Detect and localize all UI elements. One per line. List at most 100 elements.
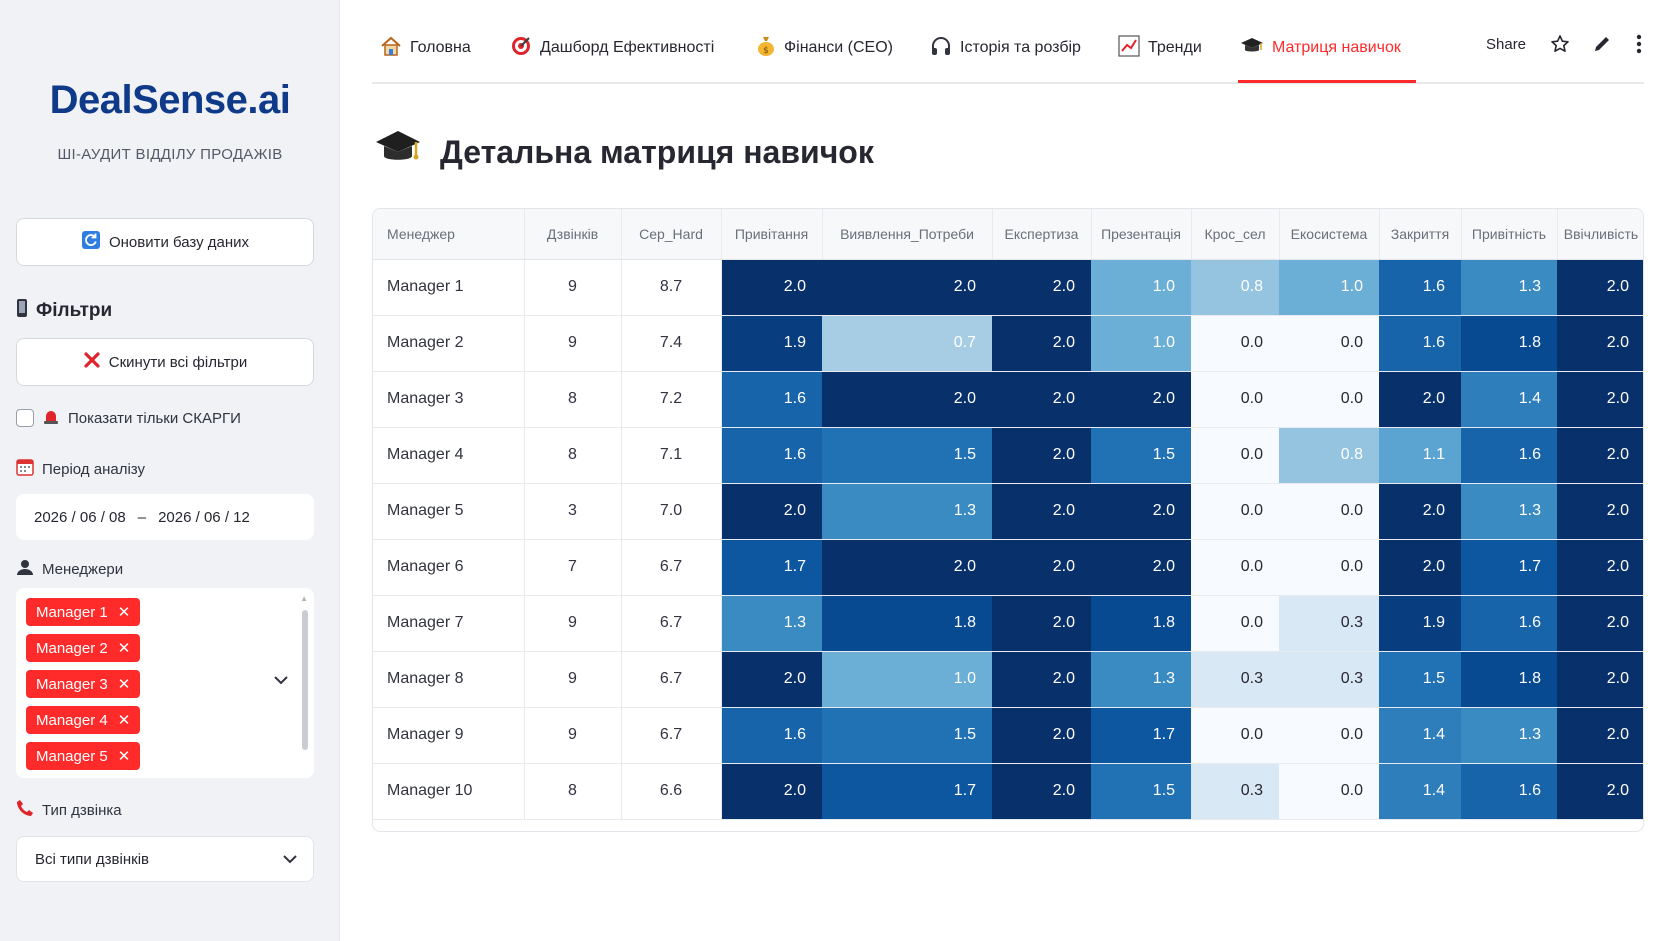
skill-score-cell: 1.5 <box>1091 763 1191 820</box>
table-row[interactable]: Manager 10 8 6.6 2.0 1.7 2.0 1.5 0.3 0.0 1.4 1.6 2.… <box>373 763 1643 820</box>
skill-score-cell: 0.0 <box>1191 707 1279 764</box>
table-header-row: Менеджер Дзвінків Сер_Hard Привітання Виявле… <box>373 209 1643 260</box>
siren-icon <box>42 408 60 428</box>
tab-skills-matrix[interactable]: Матриця навичок <box>1240 28 1401 68</box>
manager-name-cell: Manager 8 <box>373 651 525 708</box>
close-icon[interactable]: ✕ <box>117 640 131 657</box>
chevron-down-icon[interactable] <box>274 672 288 690</box>
tab-home[interactable]: Головна <box>380 28 471 68</box>
managers-multiselect[interactable]: Manager 1 ✕ Manager 2 ✕ Manager 3 ✕ Mana… <box>16 588 314 778</box>
column-header[interactable]: Екосистема <box>1279 209 1380 260</box>
skill-score-cell: 2.0 <box>721 651 822 708</box>
skill-score-cell: 1.7 <box>721 539 822 596</box>
metric-cell: 6.7 <box>621 595 722 652</box>
manager-tag[interactable]: Manager 2 ✕ <box>26 634 141 662</box>
table-row[interactable]: Manager 6 7 6.7 1.7 2.0 2.0 2.0 0.0 0.0 2.0 1.7 2.0 <box>373 539 1643 596</box>
manager-tag[interactable]: Manager 3 ✕ <box>26 670 141 698</box>
skill-score-cell: 1.8 <box>1461 651 1557 708</box>
skill-score-cell: 2.0 <box>1557 707 1643 764</box>
manager-tag[interactable]: Manager 1 ✕ <box>26 598 141 626</box>
column-header[interactable]: Менеджер <box>373 209 525 260</box>
filters-heading-text: Фільтри <box>36 300 113 321</box>
table-row[interactable]: Manager 8 9 6.7 2.0 1.0 2.0 1.3 0.3 0.3 1.5 1.8 2.0 <box>373 651 1643 708</box>
close-icon[interactable]: ✕ <box>117 604 131 621</box>
skill-score-cell: 1.7 <box>1091 707 1191 764</box>
complaints-only-checkbox-row[interactable]: Показати тільки СКАРГИ <box>16 408 241 428</box>
column-header[interactable]: Презентація <box>1091 209 1192 260</box>
skill-score-cell: 1.7 <box>1461 539 1557 596</box>
column-header[interactable]: Експертиза <box>992 209 1092 260</box>
column-header[interactable]: Привітність <box>1461 209 1558 260</box>
skill-score-cell: 0.0 <box>1279 763 1379 820</box>
refresh-database-label: Оновити базу даних <box>108 233 250 251</box>
manager-name-cell: Manager 10 <box>373 763 525 820</box>
date-from: 2026 / 06 / 08 <box>34 508 126 526</box>
column-header[interactable]: Крос_сел <box>1191 209 1280 260</box>
more-menu-icon[interactable] <box>1636 34 1642 59</box>
share-button[interactable]: Share <box>1486 36 1527 53</box>
metric-cell: 6.7 <box>621 707 722 764</box>
skill-score-cell: 1.7 <box>822 763 992 820</box>
manager-tag[interactable]: Manager 5 ✕ <box>26 742 141 770</box>
reset-filters-button[interactable]: Скинути всі фільтри <box>16 338 314 386</box>
column-header[interactable]: Дзвінків <box>524 209 622 260</box>
close-icon[interactable]: ✕ <box>117 676 131 693</box>
close-icon[interactable]: ✕ <box>117 712 131 729</box>
skill-score-cell: 2.0 <box>1557 651 1643 708</box>
tab-trends-label: Тренди <box>1148 39 1202 56</box>
tab-dashboard[interactable]: Дашборд Ефективності <box>510 28 714 68</box>
filters-heading: Фільтри <box>16 298 112 324</box>
call-type-label-row: Тип дзвінка <box>16 799 122 821</box>
tab-history[interactable]: Історія та розбір <box>930 28 1081 68</box>
column-header[interactable]: Сер_Hard <box>621 209 722 260</box>
skill-score-cell: 2.0 <box>1557 371 1643 428</box>
skill-score-cell: 1.8 <box>1461 315 1557 372</box>
table-row[interactable]: Manager 3 8 7.2 1.6 2.0 2.0 2.0 0.0 0.0 2.0 1.4 2.0 <box>373 371 1643 428</box>
manager-tag[interactable]: Manager 4 ✕ <box>26 706 141 734</box>
scroll-up-icon[interactable]: ▲ <box>300 594 308 603</box>
skill-score-cell: 2.0 <box>721 483 822 540</box>
metric-cell: 9 <box>524 707 622 764</box>
target-icon <box>510 35 532 62</box>
table-row[interactable]: Manager 5 3 7.0 2.0 1.3 2.0 2.0 0.0 0.0 2.0 1.3 2.0 <box>373 483 1643 540</box>
reset-filters-label: Скинути всі фільтри <box>108 353 248 371</box>
skill-score-cell: 1.0 <box>1091 259 1191 316</box>
metric-cell: 7 <box>524 539 622 596</box>
skill-score-cell: 0.0 <box>1279 539 1379 596</box>
skill-score-cell: 0.3 <box>1191 651 1279 708</box>
table-row[interactable]: Manager 2 9 7.4 1.9 0.7 2.0 1.0 0.0 0.0 1.6 1.8 2.0 <box>373 315 1643 372</box>
skill-score-cell: 1.6 <box>1461 427 1557 484</box>
column-header[interactable]: Привітання <box>721 209 823 260</box>
table-row[interactable]: Manager 9 9 6.7 1.6 1.5 2.0 1.7 0.0 0.0 1.4 1.3 2.0 <box>373 707 1643 764</box>
column-header[interactable]: Ввічливість <box>1557 209 1643 260</box>
metric-cell: 9 <box>524 315 622 372</box>
metric-cell: 7.4 <box>621 315 722 372</box>
skill-score-cell: 0.3 <box>1279 651 1379 708</box>
date-range-input[interactable]: 2026 / 06 / 08 – 2026 / 06 / 12 <box>16 494 314 540</box>
skill-score-cell: 1.8 <box>1091 595 1191 652</box>
tab-finance[interactable]: $ Фінанси (CEO) <box>756 28 893 68</box>
table-row[interactable]: Manager 1 9 8.7 2.0 2.0 2.0 1.0 0.8 1.0 1.6 1.3 2.0 <box>373 259 1643 316</box>
table-row[interactable]: Manager 4 8 7.1 1.6 1.5 2.0 1.5 0.0 0.8 1.1 1.6 2.0 <box>373 427 1643 484</box>
metric-cell: 6.7 <box>621 651 722 708</box>
edit-icon[interactable] <box>1592 34 1612 59</box>
skills-matrix-table[interactable]: Менеджер Дзвінків Сер_Hard Привітання Виявле… <box>372 208 1644 832</box>
skill-score-cell: 1.4 <box>1379 707 1461 764</box>
skill-score-cell: 1.6 <box>1379 259 1461 316</box>
skill-score-cell: 1.3 <box>1461 259 1557 316</box>
column-header[interactable]: Виявлення_Потреби <box>822 209 993 260</box>
top-navigation <box>372 0 1644 84</box>
skill-score-cell: 1.6 <box>1461 763 1557 820</box>
table-row[interactable]: Manager 7 9 6.7 1.3 1.8 2.0 1.8 0.0 0.3 1.9 1.6 2.0 <box>373 595 1643 652</box>
call-type-select[interactable]: Всі типи дзвінків <box>16 836 314 882</box>
close-icon[interactable]: ✕ <box>117 748 131 765</box>
refresh-database-button[interactable]: Оновити базу даних <box>16 218 314 266</box>
column-header[interactable]: Закриття <box>1379 209 1462 260</box>
skill-score-cell: 0.0 <box>1279 315 1379 372</box>
skill-score-cell: 1.6 <box>721 707 822 764</box>
complaints-only-checkbox[interactable] <box>16 409 34 427</box>
tab-trends[interactable]: Тренди <box>1118 28 1202 68</box>
star-icon[interactable] <box>1550 34 1570 59</box>
skill-score-cell: 2.0 <box>1557 259 1643 316</box>
multiselect-scrollbar[interactable] <box>302 610 308 750</box>
